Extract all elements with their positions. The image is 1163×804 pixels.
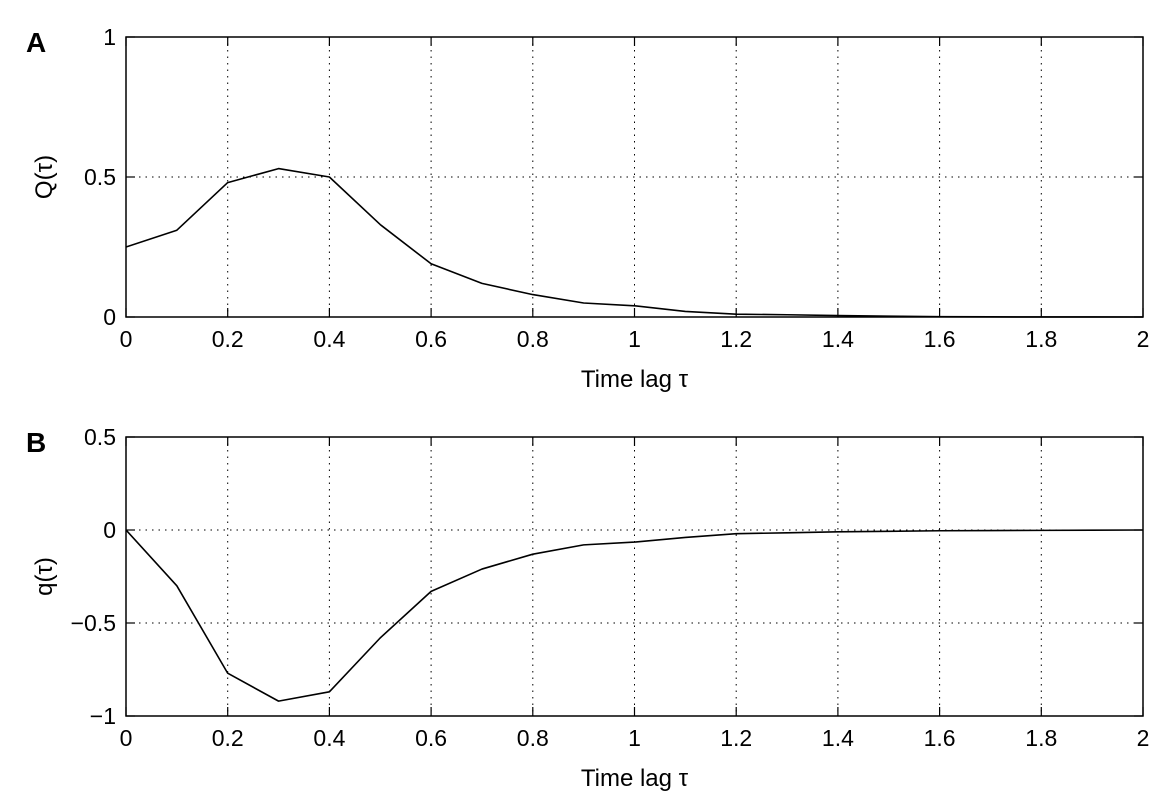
y-axis-label: Q(τ): [31, 155, 58, 199]
x-tick-label: 0.2: [212, 326, 244, 352]
x-tick-label: 1.2: [720, 725, 752, 751]
x-tick-label: 0: [120, 326, 133, 352]
x-tick-label: 1.2: [720, 326, 752, 352]
data-series-line: [125, 529, 1144, 702]
axes-frame: [125, 36, 1144, 318]
y-tick-label: 0.5: [84, 424, 116, 450]
x-tick-label: 0.4: [313, 725, 345, 751]
x-tick-label: 1.6: [924, 725, 956, 751]
x-tick-label: 0.4: [313, 326, 345, 352]
x-tick-label: 1.4: [822, 725, 854, 751]
y-tick-label: 1: [103, 24, 116, 50]
x-tick-label: 0: [120, 725, 133, 751]
axes-frame: [125, 436, 1144, 717]
x-axis-label: Time lag τ: [581, 366, 689, 393]
y-tick-label: 0: [103, 517, 116, 543]
x-tick-label: 0.6: [415, 326, 447, 352]
panel-a: 0 0.2 0.4 0.6 0.8 1 1.2 1.4 1.6 1.8 2 0 0.5 1 Time lag…: [26, 24, 1149, 393]
x-tick-label: 0.8: [517, 725, 549, 751]
x-tick-label: 0.8: [517, 326, 549, 352]
panel-b: 0 0.2 0.4 0.6 0.8 1 1.2 1.4 1.6 1.8 2 −1 −0.5 0 0.5 Tim…: [26, 424, 1149, 792]
y-tick-label: −1: [90, 703, 116, 729]
y-tick-label: 0: [103, 304, 116, 330]
y-tick-label: 0.5: [84, 164, 116, 190]
x-axis-label: Time lag τ: [581, 765, 689, 792]
y-tick-label: −0.5: [71, 610, 116, 636]
x-tick-label: 1.8: [1025, 725, 1057, 751]
data-series-line: [125, 167, 1144, 318]
x-tick-label: 1.6: [924, 326, 956, 352]
panel-label: B: [26, 427, 46, 458]
x-tick-label: 1: [628, 725, 641, 751]
x-tick-label: 1.8: [1025, 326, 1057, 352]
y-axis-label: q(τ): [31, 557, 58, 596]
x-tick-label: 2: [1137, 725, 1150, 751]
x-tick-label: 0.6: [415, 725, 447, 751]
x-tick-label: 0.2: [212, 725, 244, 751]
x-tick-label: 1: [628, 326, 641, 352]
x-tick-label: 2: [1137, 326, 1150, 352]
panel-label: A: [26, 27, 46, 58]
x-tick-label: 1.4: [822, 326, 854, 352]
